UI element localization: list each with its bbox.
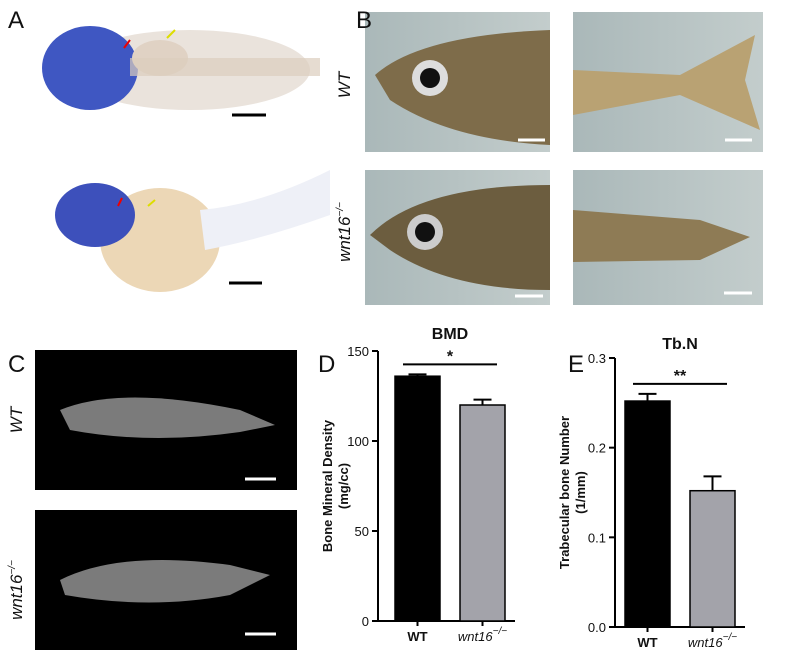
y-tick-label: 0.1	[588, 530, 606, 545]
row-label-text: wnt16	[7, 574, 26, 620]
row-label-text: wnt16	[335, 216, 354, 262]
y-axis-label: Trabecular bone Number	[557, 416, 572, 569]
y-tick-label: 0	[362, 614, 369, 629]
x-tick-label-text: wnt16	[458, 629, 493, 644]
row-label-sup: −/−	[335, 202, 346, 217]
panel-letter: C	[8, 351, 25, 378]
row-label-text: WT	[7, 405, 26, 433]
y-tick-label: 0.2	[588, 441, 606, 456]
panel-letter: A	[8, 7, 24, 34]
bar	[459, 404, 506, 622]
y-axis-label: Bone Mineral Density	[320, 419, 335, 552]
bar	[394, 375, 441, 622]
bar	[689, 489, 736, 628]
x-tick-label-sup: −/−	[493, 626, 508, 637]
panel-c-images	[35, 350, 297, 650]
row-label: wnt16−/−	[7, 560, 26, 620]
x-tick-label: WT	[637, 635, 657, 650]
bar	[624, 400, 671, 628]
y-tick-label: 100	[347, 434, 369, 449]
panel-a-images	[42, 26, 330, 292]
chart-title: Tb.N	[662, 336, 698, 353]
y-tick-label: 0.0	[588, 620, 606, 635]
x-tick-label: wnt16−/−	[458, 626, 507, 644]
y-tick-label: 50	[355, 524, 369, 539]
chart-title: BMD	[432, 326, 468, 343]
x-tick-label-text: wnt16	[688, 635, 723, 650]
row-label: WT	[335, 70, 354, 98]
row-label-sup: −/−	[7, 560, 18, 575]
x-tick-label-sup: −/−	[723, 632, 738, 643]
panel-letter: D	[318, 351, 335, 378]
y-tick-label: 0.3	[588, 351, 606, 366]
significance-label: **	[674, 368, 687, 385]
x-tick-label: wnt16−/−	[688, 632, 737, 650]
panel-b-images	[365, 12, 763, 305]
x-tick-label: WT	[407, 629, 427, 644]
panel-letter: E	[568, 351, 584, 378]
y-axis-label: (1/mm)	[573, 471, 588, 514]
significance-label: *	[447, 348, 454, 365]
x-tick-label-text: WT	[637, 635, 657, 650]
y-axis-label: (mg/cc)	[336, 463, 351, 509]
panel-letter: B	[356, 7, 372, 34]
y-tick-label: 150	[347, 344, 369, 359]
x-tick-label-text: WT	[407, 629, 427, 644]
row-label-text: WT	[335, 70, 354, 98]
row-label: wnt16−/−	[335, 202, 354, 262]
row-label: WT	[7, 405, 26, 433]
